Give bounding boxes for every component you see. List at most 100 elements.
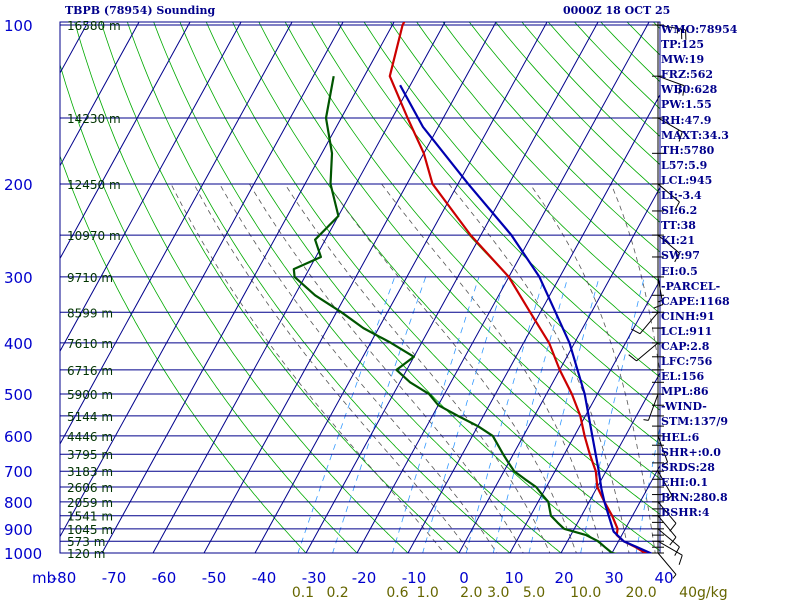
pressure-tick-label: 200 (4, 176, 33, 194)
pressure-tick-label: 700 (4, 463, 33, 481)
mixing-ratio-line (422, 276, 507, 553)
index-line: KI:21 (661, 234, 696, 248)
wind-barb-flag (630, 328, 641, 335)
index-line: CAP:2.8 (661, 339, 710, 353)
moist-adiabat (284, 183, 551, 553)
moist-adiabat (448, 183, 630, 553)
mixing-ratio-tick-label: 0.2 (326, 585, 348, 600)
temperature-trace (388, 22, 651, 553)
isotherm (305, 22, 599, 553)
mixing-ratio-tick-label: 0.1 (292, 585, 314, 600)
mixing-ratio-tick-label: 40 (679, 585, 697, 600)
temperature-tick-label: -40 (252, 569, 277, 587)
temperature-tick-label: -30 (302, 569, 327, 587)
chart-title: TBPB (78954) Sounding (65, 4, 216, 17)
index-line: BSHR:4 (661, 506, 710, 519)
index-line: PW:1.55 (661, 98, 712, 112)
height-label: 3795 m (67, 448, 113, 462)
isotherm (356, 22, 650, 553)
pressure-tick-label: 800 (4, 494, 33, 512)
wind-barb-flag (678, 84, 681, 95)
pressure-tick-label: 300 (4, 269, 33, 287)
wind-barb-flag (672, 574, 677, 579)
pressure-tick-label: 600 (4, 428, 33, 446)
wind-barb-flag (663, 461, 668, 466)
index-line: RH:47.9 (661, 113, 712, 127)
height-label: 12450 m (67, 178, 121, 192)
wind-barb-flag (628, 354, 637, 362)
wind-barb (639, 311, 659, 335)
wind-barb (657, 276, 664, 305)
temperature-tick-label: 30 (604, 569, 623, 587)
moist-adiabat (193, 183, 471, 553)
mixing-ratio-tick-label: 5.0 (523, 585, 545, 600)
wind-barb-flag (667, 495, 673, 500)
height-label: 3183 m (67, 465, 113, 479)
moist-adiabat (249, 183, 524, 553)
wind-barb (657, 515, 677, 538)
index-line: TT:38 (661, 219, 696, 233)
index-line: EI:0.5 (661, 264, 698, 278)
wind-barb-flag (676, 129, 680, 135)
index-line: WB0:628 (661, 83, 718, 97)
index-line: STM:137/9 (661, 415, 728, 429)
index-line: SW:97 (661, 249, 700, 263)
height-label: 4446 m (67, 430, 113, 444)
index-line: LFC:756 (661, 355, 713, 369)
wind-barb (657, 75, 685, 87)
moist-adiabat (529, 183, 656, 553)
mixing-ratio-unit: g/kg (697, 585, 728, 600)
wind-barb (657, 24, 686, 31)
height-label: 14230 m (67, 112, 121, 126)
wind-barb-flag (674, 546, 680, 556)
temperature-tick-label: 0 (459, 569, 469, 587)
wind-barb (657, 117, 683, 133)
wind-barb (647, 393, 659, 421)
isotherm (60, 22, 242, 353)
mixing-ratio-line (332, 276, 427, 553)
mixing-ratio-tick-label: 10.0 (570, 585, 601, 600)
height-label: 9710 m (67, 271, 113, 285)
wind-barb-flag (682, 85, 685, 96)
mixing-ratio-tick-label: 20.0 (625, 585, 656, 600)
wind-barb-flag (643, 419, 649, 421)
wind-barb (657, 528, 680, 548)
height-label: 120 m (67, 547, 105, 561)
pressure-tick-label: 900 (4, 521, 33, 539)
height-label: 1045 m (67, 523, 113, 537)
index-line: -WIND- (661, 400, 707, 414)
height-label: 5144 m (67, 410, 113, 424)
height-label: 1541 m (67, 510, 113, 524)
mixing-ratio-line (580, 276, 645, 553)
wind-profile (628, 22, 687, 579)
wind-barb-flag (674, 252, 680, 263)
temperature-tick-label: -10 (402, 569, 427, 587)
index-line: WMO:78954 (661, 23, 738, 36)
index-line: TP:125 (661, 38, 705, 52)
dry-adiabat (179, 22, 613, 553)
isotherm (60, 22, 191, 260)
mixing-ratio-tick-label: 2.0 (460, 585, 482, 600)
temperature-tick-label: 10 (504, 569, 523, 587)
wind-barb-flag (653, 304, 664, 309)
parcel-trace (399, 84, 653, 553)
temperature-tick-label: 40 (654, 569, 673, 587)
isotherm (407, 93, 660, 553)
height-label: 7610 m (67, 337, 113, 351)
pressure-unit-label: mb (32, 569, 56, 587)
temperature-tick-label: -50 (202, 569, 227, 587)
moist-adiabat (170, 183, 445, 553)
wind-barb-flag (669, 522, 677, 532)
index-line: MAXT:34.3 (661, 128, 729, 142)
temperature-tick-label: -70 (102, 569, 127, 587)
pressure-tick-label: 400 (4, 335, 33, 353)
pressure-tick-label: 500 (4, 386, 33, 404)
index-line: LCL:945 (661, 173, 713, 187)
wind-barb (657, 470, 673, 496)
wind-barb (657, 183, 680, 203)
wind-barb-flag (678, 131, 683, 142)
index-line: MW:19 (661, 53, 705, 67)
index-line: MPL:86 (661, 385, 709, 399)
wind-barb-flag (669, 536, 677, 546)
